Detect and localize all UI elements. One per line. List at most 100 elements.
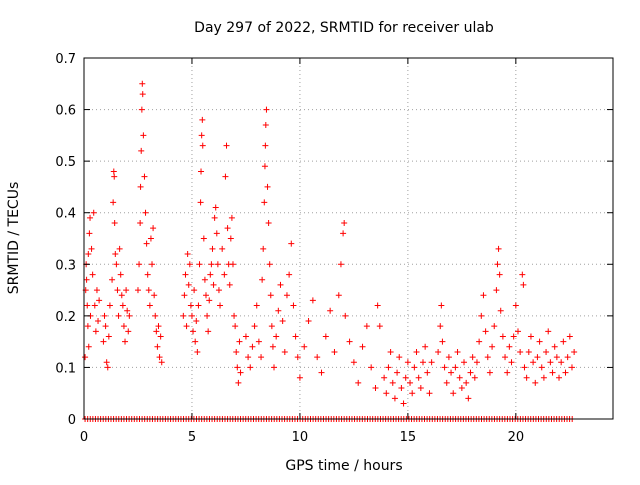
data-point: [335, 292, 342, 299]
data-point: [204, 312, 211, 319]
y-axis-label: SRMTID / TECUs: [6, 182, 22, 295]
y-tick-label: 0.5: [55, 155, 76, 170]
data-point: [342, 312, 349, 319]
data-point: [441, 364, 448, 371]
data-point: [214, 261, 221, 268]
data-point: [402, 374, 409, 381]
y-tick-label: 0: [68, 413, 76, 428]
data-point: [202, 292, 209, 299]
data-point: [83, 276, 90, 283]
y-tick-label: 0.1: [55, 361, 76, 376]
data-point: [205, 328, 212, 335]
data-point: [146, 302, 153, 309]
data-point: [281, 348, 288, 355]
data-point: [197, 199, 204, 206]
data-point: [261, 199, 268, 206]
data-point: [499, 333, 506, 340]
data-point: [190, 328, 197, 335]
data-point: [404, 359, 411, 366]
data-point: [201, 276, 208, 283]
data-point: [385, 364, 392, 371]
data-point: [445, 354, 452, 361]
data-point: [85, 250, 92, 257]
data-point: [187, 302, 194, 309]
data-point: [383, 390, 390, 397]
data-point: [157, 333, 164, 340]
data-point: [568, 364, 575, 371]
data-point: [538, 364, 545, 371]
data-point: [556, 374, 563, 381]
data-point: [398, 385, 405, 392]
data-point: [438, 302, 445, 309]
data-point: [494, 261, 501, 268]
data-point: [115, 312, 122, 319]
data-point: [424, 369, 431, 376]
data-point: [268, 323, 275, 330]
data-point: [458, 385, 465, 392]
data-point: [89, 271, 96, 278]
data-point: [419, 359, 426, 366]
data-point: [292, 333, 299, 340]
data-point: [368, 364, 375, 371]
data-point: [540, 374, 547, 381]
data-point: [452, 364, 459, 371]
data-point: [183, 323, 190, 330]
data-point: [96, 297, 103, 304]
data-point: [523, 374, 530, 381]
data-point: [120, 323, 127, 330]
data-point: [482, 328, 489, 335]
data-point: [273, 333, 280, 340]
data-point: [266, 261, 273, 268]
data-point: [198, 132, 205, 139]
data-point: [489, 343, 496, 350]
data-point: [502, 354, 509, 361]
data-point: [530, 359, 537, 366]
data-point: [206, 297, 213, 304]
data-point: [448, 369, 455, 376]
data-point: [288, 240, 295, 247]
data-point: [228, 214, 235, 221]
data-point: [258, 354, 265, 361]
data-point: [491, 323, 498, 330]
data-point: [117, 271, 124, 278]
data-point: [227, 235, 234, 242]
data-point: [553, 354, 560, 361]
data-point: [411, 364, 418, 371]
data-point: [235, 379, 242, 386]
data-point: [543, 348, 550, 355]
data-point: [269, 343, 276, 350]
data-point: [104, 364, 111, 371]
data-point: [182, 271, 189, 278]
x-tick-label: 20: [508, 430, 525, 445]
data-point: [294, 354, 301, 361]
data-point: [400, 400, 407, 407]
data-point: [211, 214, 218, 221]
data-point: [318, 369, 325, 376]
data-point: [112, 250, 119, 257]
data-point: [275, 307, 282, 314]
data-point: [517, 348, 524, 355]
data-point: [283, 292, 290, 299]
data-point: [221, 271, 228, 278]
data-point: [372, 385, 379, 392]
data-point: [527, 333, 534, 340]
data-point: [196, 261, 203, 268]
data-point: [327, 307, 334, 314]
data-point: [437, 323, 444, 330]
data-point: [145, 287, 152, 294]
data-point: [140, 132, 147, 139]
data-point: [213, 230, 220, 237]
data-point: [92, 328, 99, 335]
data-point: [152, 312, 159, 319]
data-point: [473, 359, 480, 366]
y-tick-label: 0.4: [55, 207, 76, 222]
data-point: [150, 225, 157, 232]
data-point: [277, 281, 284, 288]
data-point: [88, 245, 95, 252]
data-point: [263, 106, 270, 113]
data-point: [415, 374, 422, 381]
data-point: [549, 369, 556, 376]
data-point: [260, 245, 267, 252]
data-point: [394, 369, 401, 376]
data-point: [484, 354, 491, 361]
